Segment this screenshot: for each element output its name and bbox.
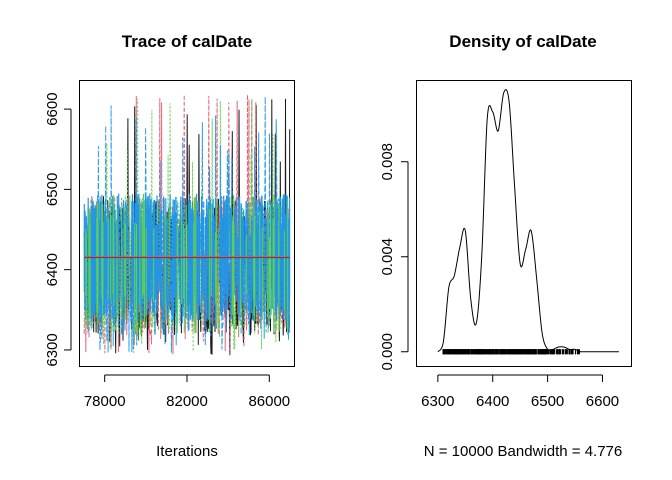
trace-x-axis: 78000 82000 86000 (84, 374, 290, 410)
density-curve (437, 89, 619, 353)
density-x-tick-label: 6600 (586, 393, 619, 410)
trace-x-label: Iterations (156, 443, 218, 460)
density-frame (416, 80, 632, 367)
trace-title: Trace of calDate (122, 32, 252, 51)
density-x-tick-label: 6300 (421, 393, 454, 410)
trace-y-tick-label: 6500 (44, 173, 61, 206)
density-panel: Density of calDate 6300 6400 6500 6600 0.00… (379, 32, 632, 460)
density-title: Density of calDate (449, 32, 596, 51)
trace-y-axis: 6300 6400 6500 6600 (44, 92, 72, 367)
density-plot-area (437, 89, 619, 355)
trace-panel: Trace of calDate 78000 82000 86000 6300 640… (44, 32, 295, 460)
trace-y-tick-label: 6300 (44, 333, 61, 366)
density-x-tick-label: 6400 (476, 393, 509, 410)
trace-y-tick-label: 6400 (44, 253, 61, 286)
density-y-tick-label: 0.008 (379, 143, 396, 181)
trace-y-tick-label: 6600 (44, 92, 61, 125)
trace-x-tick-label: 82000 (166, 393, 208, 410)
trace-plot-area (83, 94, 291, 356)
density-x-axis: 6300 6400 6500 6600 (421, 374, 619, 410)
density-x-tick-label: 6500 (531, 393, 564, 410)
density-y-tick-label: 0.004 (379, 238, 396, 276)
trace-x-tick-label: 78000 (84, 393, 126, 410)
trace-frame (79, 80, 295, 367)
trace-x-tick-label: 86000 (248, 393, 290, 410)
density-y-tick-label: 0.000 (379, 333, 396, 371)
density-x-label: N = 10000 Bandwidth = 4.776 (424, 443, 623, 460)
density-y-axis: 0.000 0.004 0.008 (379, 143, 409, 371)
